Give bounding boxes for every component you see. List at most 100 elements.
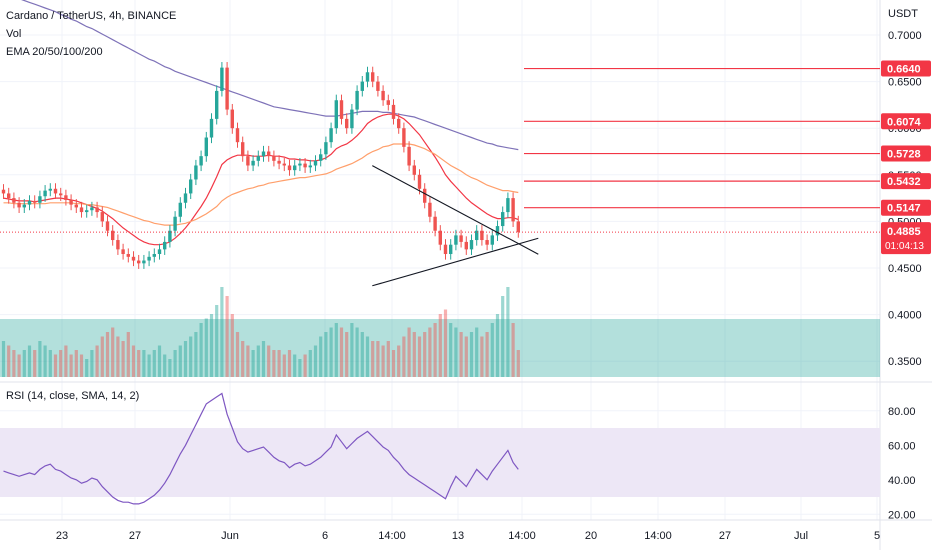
time-tick-label: 14:00 bbox=[644, 530, 672, 542]
volume-bar bbox=[215, 305, 219, 377]
candle-body bbox=[350, 109, 354, 129]
volume-bar bbox=[204, 318, 208, 377]
volume-bar bbox=[443, 309, 448, 377]
candle-body bbox=[386, 100, 390, 105]
candle-body bbox=[469, 240, 474, 250]
volume-bar bbox=[163, 354, 167, 377]
candle-body bbox=[69, 199, 73, 205]
candles[interactable] bbox=[1, 62, 520, 269]
candle-body bbox=[256, 156, 260, 161]
candle-body bbox=[516, 221, 520, 233]
volume-bar bbox=[1, 341, 6, 377]
price-levels[interactable] bbox=[0, 67, 880, 233]
level-tag-text: 0.6640 bbox=[887, 64, 921, 76]
volume-bar bbox=[313, 345, 318, 377]
volume-bar bbox=[256, 345, 260, 377]
candle-body bbox=[391, 104, 396, 119]
candle-body bbox=[339, 100, 344, 119]
ema-legend[interactable]: EMA 20/50/100/200 bbox=[6, 46, 103, 58]
volume-bar bbox=[459, 332, 463, 377]
volume-bar bbox=[43, 345, 47, 377]
candle-body bbox=[95, 207, 99, 213]
volume-bar bbox=[131, 345, 136, 377]
candle-body bbox=[1, 189, 6, 194]
volume-bar bbox=[267, 345, 271, 377]
volume-bar bbox=[490, 323, 494, 377]
rsi-series-line bbox=[3, 392, 519, 505]
volume-bar bbox=[428, 327, 432, 377]
time-tick-label: 27 bbox=[719, 530, 731, 542]
candle-body bbox=[225, 67, 229, 110]
volume-legend[interactable]: Vol bbox=[6, 28, 22, 40]
rsi-line bbox=[3, 392, 519, 505]
volume-bar bbox=[230, 314, 234, 377]
time-tick-label: 13 bbox=[452, 530, 464, 542]
candle-body bbox=[64, 195, 68, 200]
candle-body bbox=[365, 72, 370, 82]
candle-body bbox=[33, 200, 37, 203]
price-labels[interactable]: 0.6640 0.6074 0.5728 0.5432 0.5147 0.4885 01:0… bbox=[881, 60, 931, 255]
time-tick-label: 6 bbox=[322, 530, 328, 542]
volume-bar bbox=[329, 327, 333, 377]
volume-bar bbox=[100, 336, 104, 377]
candle-body bbox=[121, 249, 125, 255]
candle-body bbox=[147, 256, 151, 261]
candle-body bbox=[371, 72, 375, 82]
candle-body bbox=[131, 256, 136, 261]
volume-bar bbox=[345, 332, 349, 377]
candle-body bbox=[157, 249, 162, 255]
volume-bar bbox=[199, 323, 203, 377]
volume-bar bbox=[376, 341, 380, 377]
volume-bar bbox=[142, 350, 146, 377]
volume-bar bbox=[485, 332, 489, 377]
candle-body bbox=[313, 160, 318, 166]
volume-bar bbox=[511, 323, 515, 377]
candle-body bbox=[287, 165, 292, 171]
candle-body bbox=[334, 100, 338, 129]
level-tag-background bbox=[881, 145, 931, 162]
candle-body bbox=[178, 202, 182, 217]
level-tag-text: 0.6074 bbox=[887, 116, 922, 128]
volume-bar bbox=[22, 350, 26, 377]
volume-bar bbox=[412, 332, 416, 377]
candle-body bbox=[407, 146, 411, 166]
candle-body bbox=[100, 212, 104, 222]
time-tick-label: 23 bbox=[56, 530, 68, 542]
volume-bar bbox=[454, 327, 458, 377]
volume-bar bbox=[282, 354, 286, 377]
candle-body bbox=[209, 118, 214, 138]
level-price-tag: 0.6074 bbox=[881, 113, 931, 130]
candle-body bbox=[43, 190, 47, 197]
candle-body bbox=[449, 244, 453, 255]
candle-body bbox=[433, 216, 437, 231]
candle-body bbox=[459, 235, 463, 242]
chart-title[interactable]: Cardano / TetherUS, 4h, BINANCE bbox=[6, 10, 177, 22]
candle-body bbox=[329, 128, 333, 143]
volume-bar bbox=[287, 350, 292, 377]
price-tick-label: 0.3500 bbox=[888, 356, 922, 368]
volume-bar bbox=[53, 354, 58, 377]
level-price-tag: 0.5432 bbox=[881, 173, 931, 190]
volume-bar bbox=[371, 341, 375, 377]
current-price-text: 0.4885 bbox=[887, 226, 921, 238]
candle-body bbox=[272, 156, 276, 161]
volume-bar bbox=[178, 345, 182, 377]
volume-bar bbox=[516, 350, 520, 377]
volume-bar bbox=[324, 332, 328, 377]
rsi-tick-label: 80.00 bbox=[888, 406, 916, 418]
volume-bar bbox=[183, 341, 188, 377]
volume-bar bbox=[469, 332, 474, 377]
rsi-legend[interactable]: RSI (14, close, SMA, 14, 2) bbox=[6, 390, 140, 402]
volume-bar bbox=[334, 323, 338, 377]
volume-bar bbox=[152, 350, 156, 377]
volume-bar bbox=[355, 327, 359, 377]
volume-bar bbox=[209, 314, 214, 377]
triangle-pattern[interactable] bbox=[372, 165, 539, 287]
candle-body bbox=[428, 202, 432, 217]
volume-bar bbox=[59, 350, 63, 377]
candle-body bbox=[183, 193, 188, 203]
candle-body bbox=[480, 230, 484, 241]
current-price-tag: 0.4885 01:04:13 bbox=[881, 222, 931, 255]
volume-bar bbox=[220, 287, 224, 377]
